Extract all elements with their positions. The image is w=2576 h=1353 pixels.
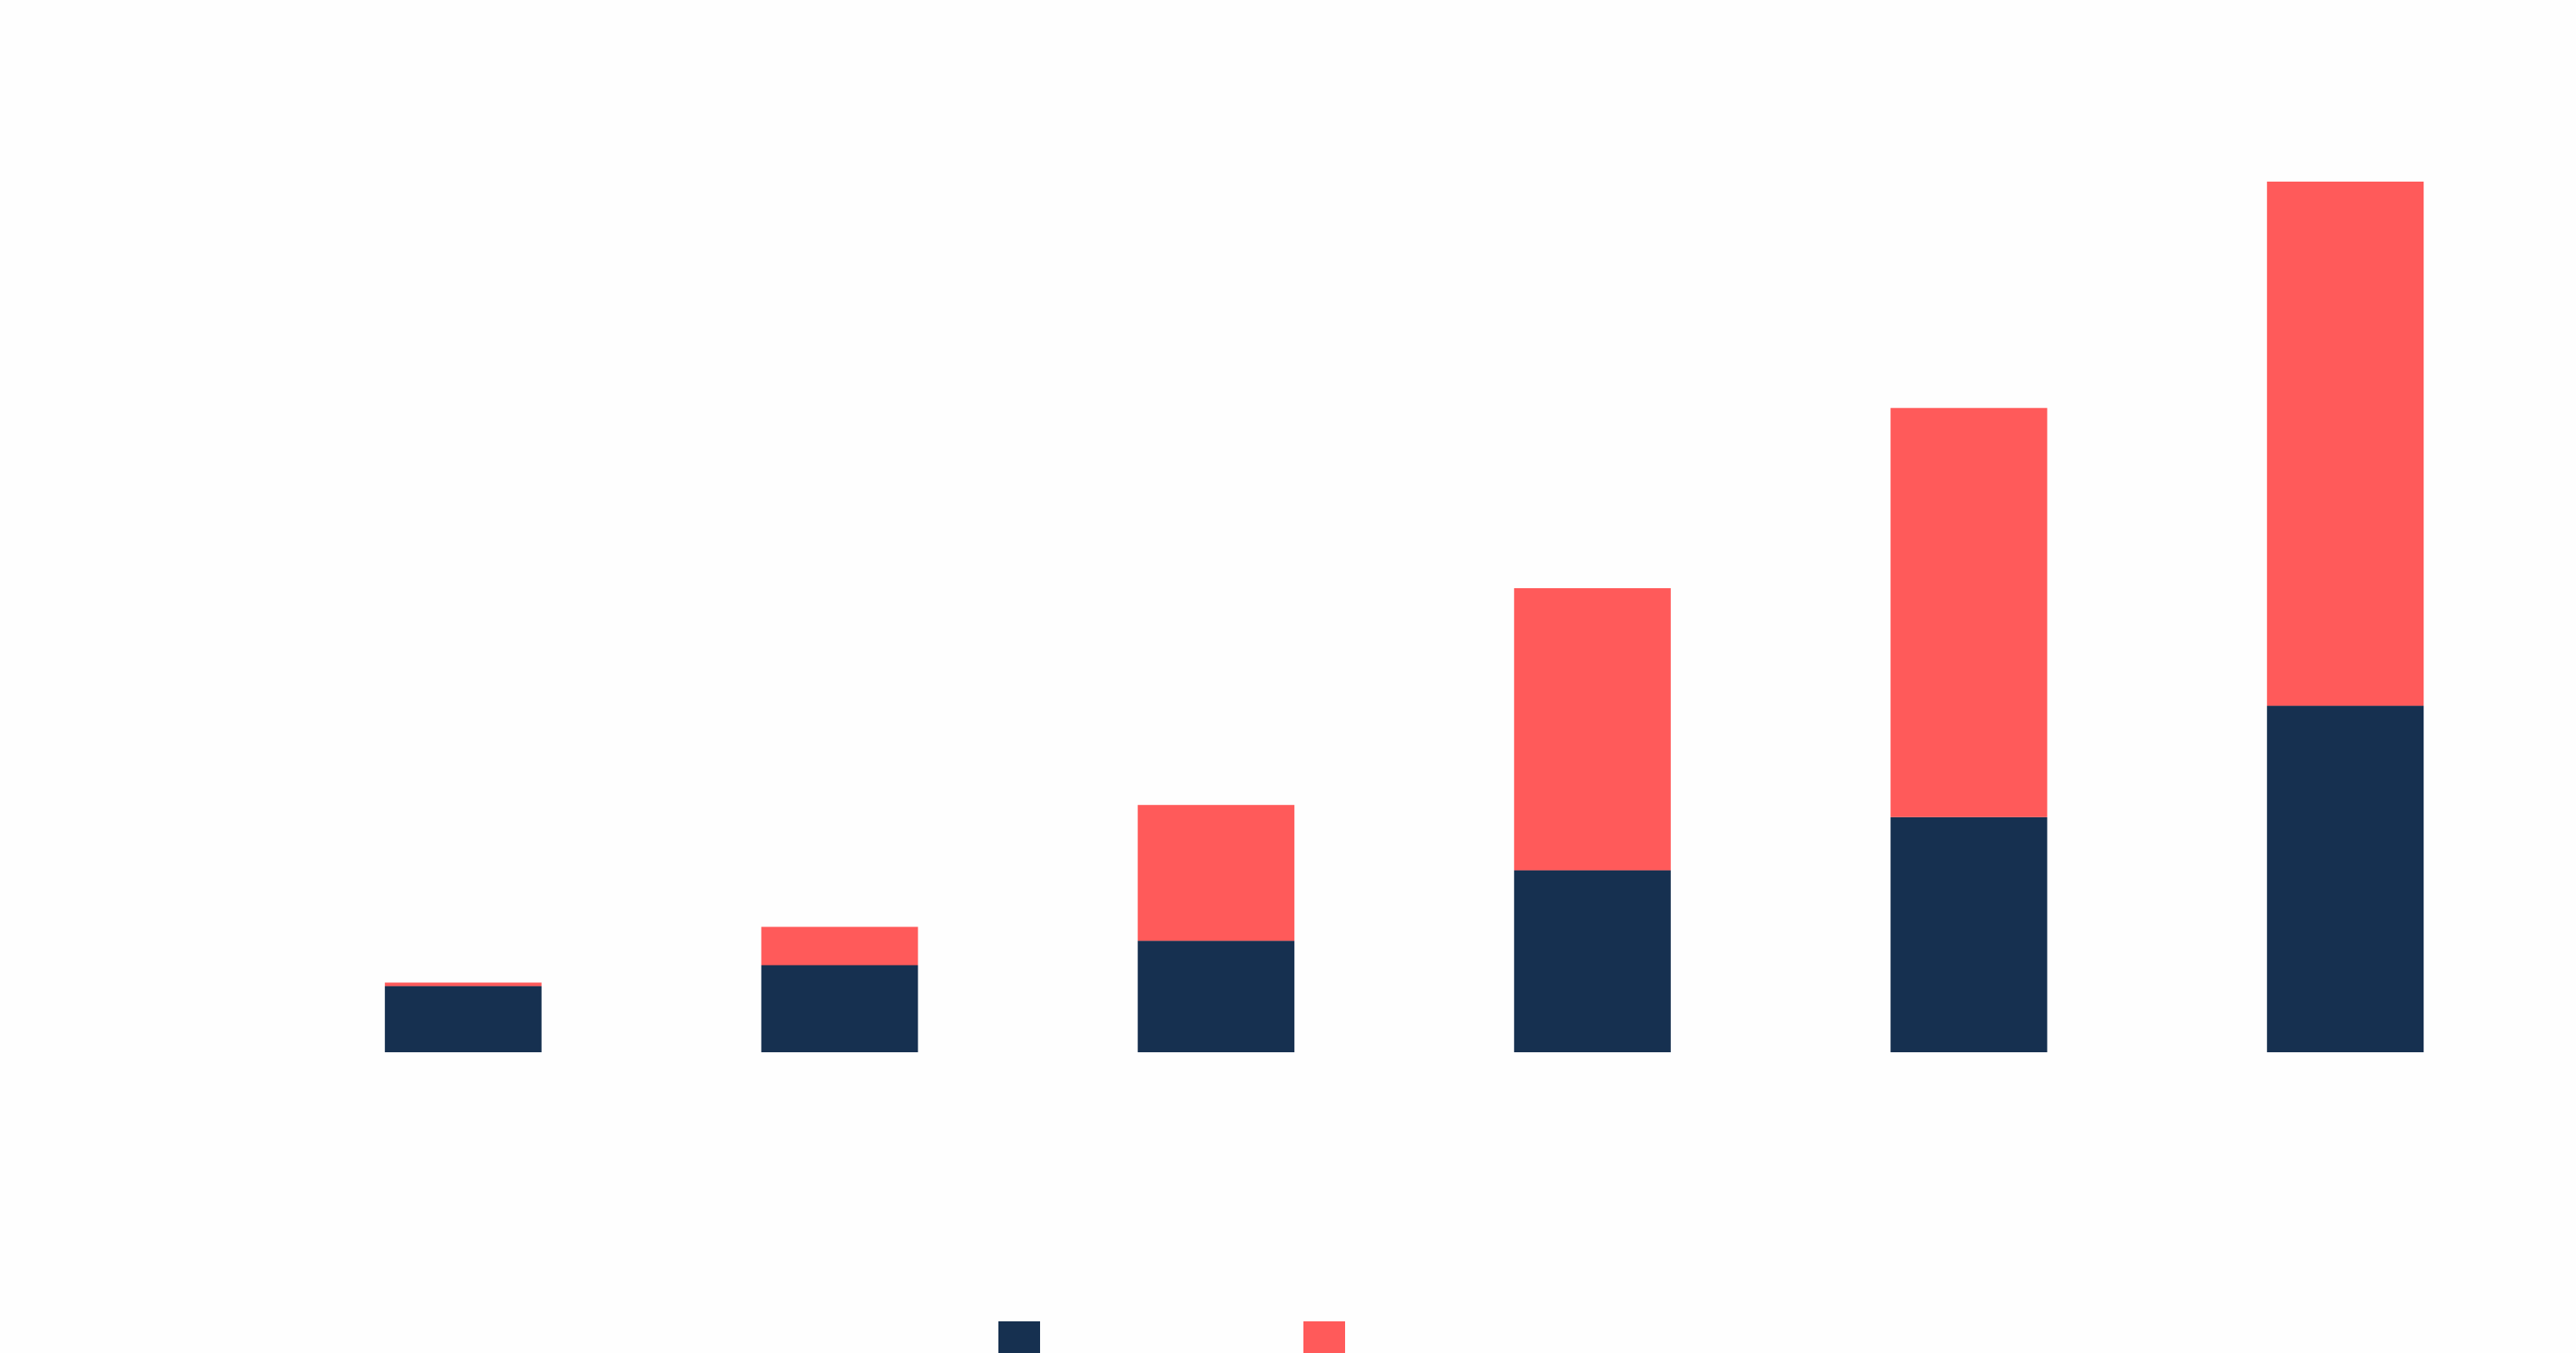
bar-segment-series2-col6 bbox=[2267, 182, 2424, 706]
bar-segment-series1-col6 bbox=[2267, 706, 2424, 1052]
legend-swatch-series2 bbox=[1303, 1321, 1345, 1353]
bar-segment-series1-col1 bbox=[384, 986, 542, 1052]
legend-swatch-series1 bbox=[998, 1321, 1040, 1353]
legend-item-series1 bbox=[998, 1321, 1040, 1353]
bar-segment-series1-col5 bbox=[1890, 816, 2048, 1052]
bars-layer bbox=[384, 182, 2424, 1052]
legend-item-series2 bbox=[1303, 1321, 1345, 1353]
bar-segment-series1-col4 bbox=[1513, 870, 1671, 1052]
bar-segment-series1-col3 bbox=[1138, 941, 1295, 1052]
bar-segment-series2-col3 bbox=[1138, 805, 1295, 941]
bar-segment-series1-col2 bbox=[761, 965, 918, 1052]
bar-segment-series2-col4 bbox=[1513, 588, 1671, 871]
legend bbox=[998, 1321, 1345, 1353]
bar-segment-series2-col5 bbox=[1890, 407, 2048, 817]
bar-segment-series2-col2 bbox=[761, 926, 918, 966]
bar-segment-series2-col1 bbox=[384, 982, 542, 986]
